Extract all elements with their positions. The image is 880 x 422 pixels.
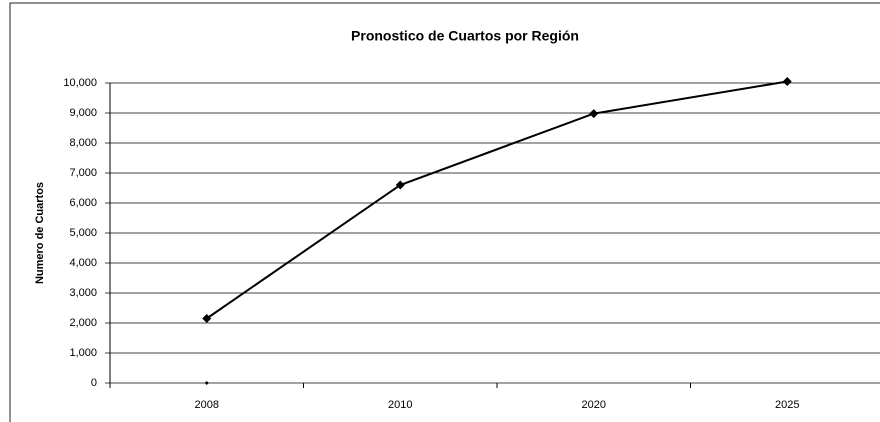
x-tick-label: 2025 bbox=[775, 399, 799, 411]
y-axis-label: Numero de Cuartos bbox=[34, 182, 46, 284]
data-point bbox=[202, 314, 212, 323]
y-tick-label: 5,000 bbox=[69, 227, 97, 239]
y-tick-label: 2,000 bbox=[69, 317, 97, 329]
x-tick-label: 2010 bbox=[388, 399, 412, 411]
y-tick-label: 6,000 bbox=[69, 197, 97, 209]
data-point bbox=[204, 381, 209, 385]
y-tick-label: 3,000 bbox=[69, 287, 97, 299]
chart-frame bbox=[9, 2, 880, 422]
chart-title: Pronostico de Cuartos por Región bbox=[351, 28, 579, 44]
y-tick-label: 1,000 bbox=[69, 347, 97, 359]
y-tick-label: 10,000 bbox=[63, 77, 97, 89]
data-point bbox=[782, 77, 792, 86]
data-point bbox=[395, 180, 405, 190]
y-tick-label: 0 bbox=[91, 377, 97, 389]
y-tick-label: 4,000 bbox=[69, 257, 97, 269]
series-line bbox=[206, 80, 788, 320]
x-tick-label: 2020 bbox=[582, 399, 606, 411]
y-tick-label: 9,000 bbox=[69, 107, 97, 119]
x-tick-label: 2008 bbox=[195, 399, 219, 411]
data-point bbox=[589, 109, 599, 119]
y-tick-label: 8,000 bbox=[69, 137, 97, 149]
y-tick-label: 7,000 bbox=[69, 167, 97, 179]
